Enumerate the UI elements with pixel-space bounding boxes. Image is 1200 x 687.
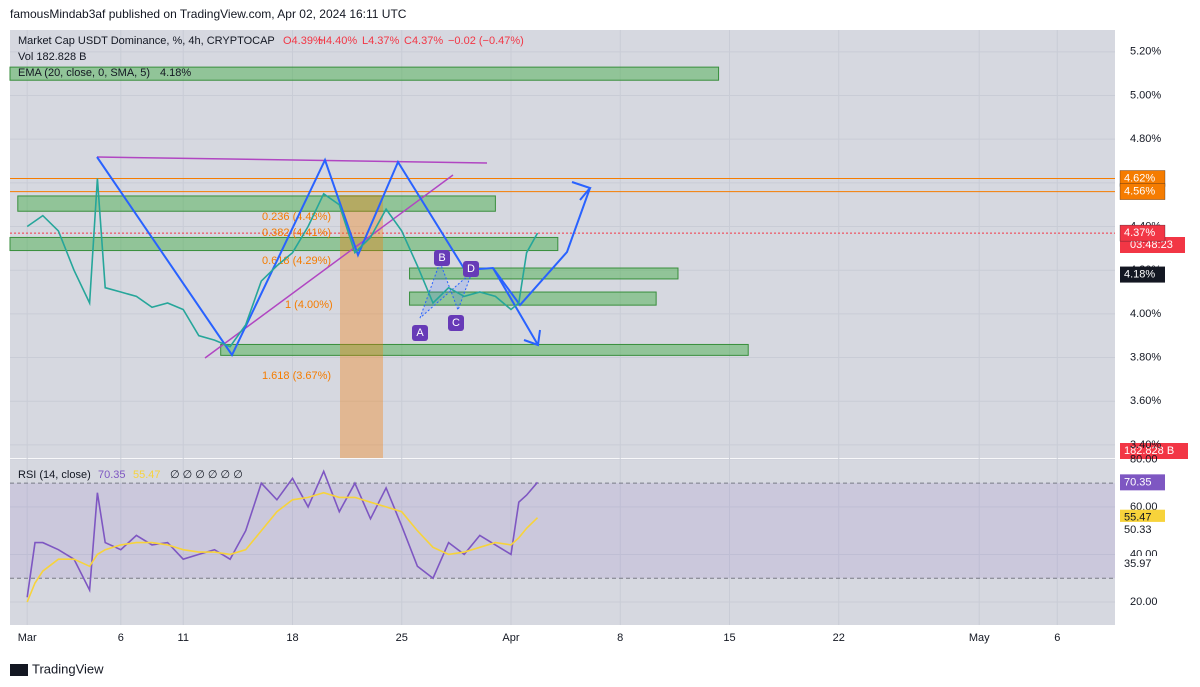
point-badge xyxy=(434,250,450,266)
point-label: D xyxy=(467,263,475,275)
arrow-head xyxy=(523,329,541,347)
fib-label: 0.618 (4.29%) xyxy=(262,255,331,267)
trend-line xyxy=(96,156,488,164)
y-tick-label: 20.00 xyxy=(1130,596,1158,608)
x-tick-label: Apr xyxy=(502,632,519,644)
x-tick-label: 25 xyxy=(396,632,408,644)
point-label: A xyxy=(416,327,424,339)
rsi-band xyxy=(10,483,1115,579)
y-tick-label: 4.80% xyxy=(1130,133,1161,145)
x-tick-label: 8 xyxy=(617,632,623,644)
footer-brand: TradingView xyxy=(32,661,104,676)
axis-tag xyxy=(1120,521,1165,538)
rsi-value: 70.35 xyxy=(98,469,126,481)
x-tick-label: 6 xyxy=(118,632,124,644)
rsi-legend: RSI (14, close) xyxy=(18,469,91,481)
zone xyxy=(409,291,657,306)
zone xyxy=(9,66,720,81)
countdown: 03:48:23 xyxy=(1130,239,1173,251)
zone xyxy=(220,343,749,356)
x-tick-label: 18 xyxy=(286,632,298,644)
arrow-head xyxy=(571,181,592,201)
rsi-ma-value: 55.47 xyxy=(133,469,161,481)
fib-box xyxy=(340,195,383,458)
y-tick-label: 5.20% xyxy=(1130,46,1161,58)
axis-tag-label: 4.37% xyxy=(1124,227,1155,239)
fib-label: 1 (4.00%) xyxy=(285,299,333,311)
symbol: Market Cap USDT Dominance, %, 4h, CRYPTO… xyxy=(18,35,275,47)
volume-tag: 182.828 B xyxy=(1124,445,1174,457)
point-labels: A B C D xyxy=(412,250,479,341)
fib-label: 1.618 (3.67%) xyxy=(262,370,331,382)
y-tick-label: 5.00% xyxy=(1130,89,1161,101)
axis-tag xyxy=(1120,266,1165,283)
ohlc-low: L4.37% xyxy=(362,35,400,47)
axis-tag-label: 4.18% xyxy=(1124,268,1155,280)
y-tick-label: 3.60% xyxy=(1130,395,1161,407)
series-line xyxy=(26,491,539,603)
x-tick-label: 11 xyxy=(178,632,189,644)
rsi-rest: ∅ ∅ ∅ ∅ ∅ ∅ xyxy=(170,469,243,481)
axis-tag-label: 70.35 xyxy=(1124,476,1152,488)
point-label: B xyxy=(438,252,445,264)
x-tick-label: 6 xyxy=(1054,632,1060,644)
axis-tag xyxy=(1120,474,1165,491)
ohlc-close: C4.37% xyxy=(404,35,443,47)
ohlc-change: −0.02 (−0.47%) xyxy=(448,35,524,47)
series-line xyxy=(26,178,539,348)
ema-value: 4.18% xyxy=(160,67,191,79)
axis-tag xyxy=(1119,183,1166,200)
x-tick-label: May xyxy=(969,632,990,644)
ema: EMA (20, close, 0, SMA, 5) xyxy=(18,67,150,79)
point-badge xyxy=(463,261,479,277)
point-badge xyxy=(412,325,428,341)
series-line xyxy=(26,469,539,598)
ohlc-high: H4.40% xyxy=(318,35,357,47)
volume: Vol 182.828 B xyxy=(18,51,87,63)
axis-tag xyxy=(1120,509,1165,526)
point-label: C xyxy=(452,317,460,329)
x-tick-label: Mar xyxy=(18,632,37,644)
axis-tag-label: 55.47 xyxy=(1124,512,1152,524)
axis-tag xyxy=(1119,224,1166,242)
y-tick-label: 80.00 xyxy=(1130,453,1158,465)
rsi-pane xyxy=(10,460,1115,625)
point-badge xyxy=(448,315,464,331)
trend-line xyxy=(204,174,454,359)
axis-tag-label: 50.33 xyxy=(1124,524,1152,536)
volume-tag-bg xyxy=(1120,443,1188,459)
zone xyxy=(17,195,496,212)
ohlc-open: O4.39% xyxy=(283,35,323,47)
published-line: famousMindab3af published on TradingView… xyxy=(10,7,407,21)
y-tick-label: 3.80% xyxy=(1130,351,1161,363)
x-tick-label: 22 xyxy=(833,632,845,644)
axis-tag xyxy=(1120,556,1165,573)
footer-logo xyxy=(10,664,28,676)
projection-path xyxy=(96,156,591,358)
x-tick-label: 15 xyxy=(723,632,735,644)
axis-tag-label: 35.97 xyxy=(1124,558,1152,570)
axis-tag-label: 4.56% xyxy=(1124,185,1155,197)
y-tick-label: 3.40% xyxy=(1130,439,1161,451)
axis-tag-label: 4.62% xyxy=(1124,172,1155,184)
fib-label: 0.382 (4.41%) xyxy=(262,227,331,239)
y-tick-label: 4.00% xyxy=(1130,308,1161,320)
